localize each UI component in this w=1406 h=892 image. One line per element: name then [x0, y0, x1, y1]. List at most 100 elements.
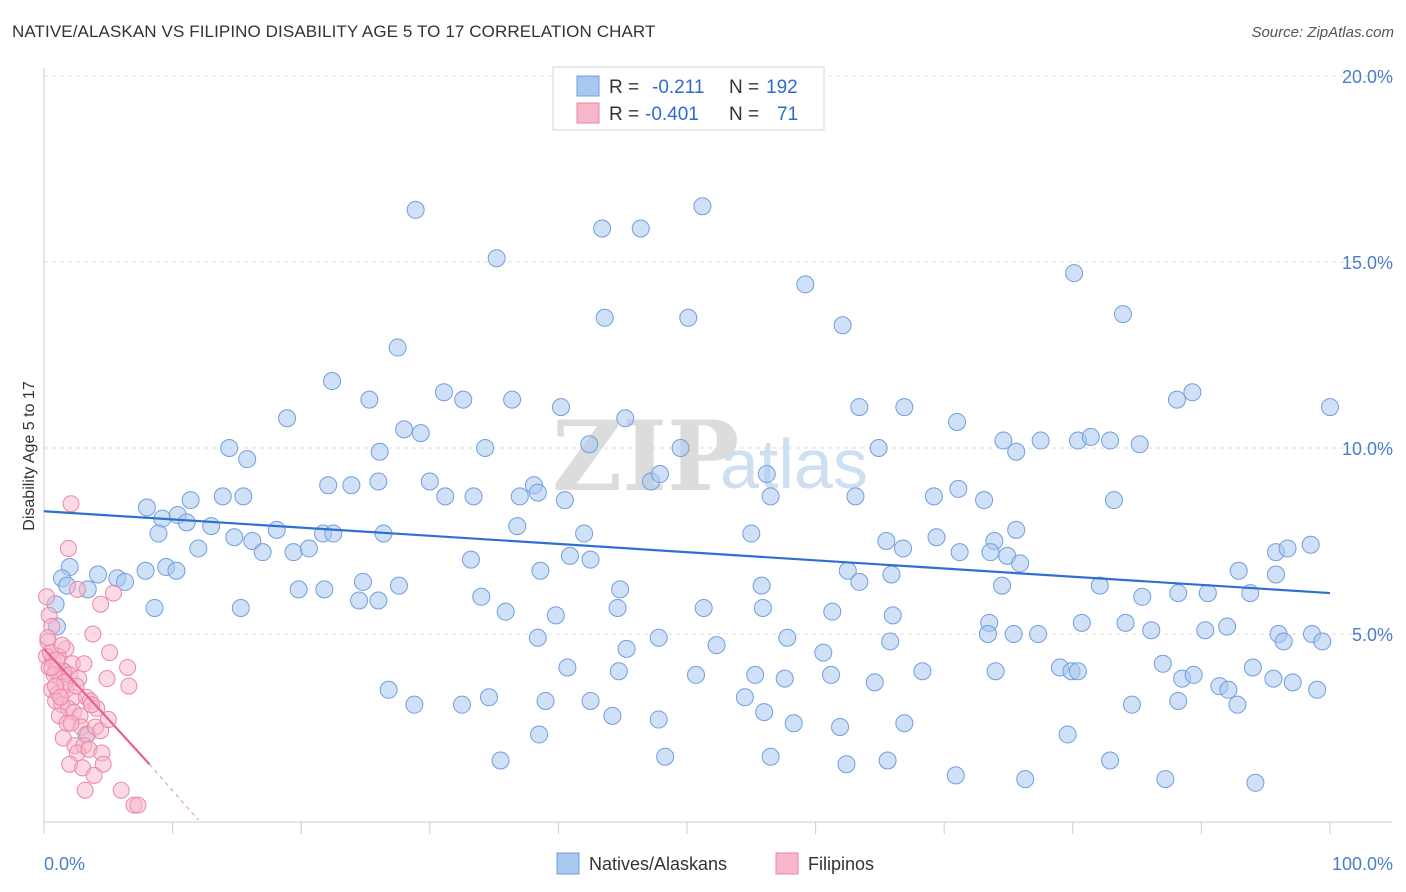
native-point-86: [299, 539, 318, 558]
native-point-35: [370, 442, 389, 461]
native-point-62: [975, 491, 994, 510]
native-point-85: [284, 543, 303, 562]
native-point-187: [649, 710, 668, 729]
native-point-171: [1153, 654, 1172, 673]
native-point-166: [913, 662, 932, 681]
chart-title: NATIVE/ALASKAN VS FILIPINO DISABILITY AG…: [12, 22, 656, 41]
native-point-198: [656, 747, 675, 766]
filipino-point-64: [83, 696, 101, 714]
native-point-208: [491, 751, 510, 770]
native-point-16: [503, 390, 522, 409]
native-point-61: [924, 487, 943, 506]
native-point-20: [1167, 390, 1186, 409]
native-point-2: [631, 219, 650, 238]
native-point-4: [487, 249, 506, 268]
native-point-94: [981, 543, 1000, 562]
native-point-14: [434, 383, 453, 402]
y-tick-labels: 5.0% 10.0% 15.0% 20.0%: [1342, 67, 1393, 645]
native-point-202: [946, 766, 965, 785]
filipino-point-25: [120, 677, 138, 695]
native-point-43: [342, 476, 361, 495]
native-point-205: [1156, 770, 1175, 789]
native-point-82: [225, 528, 244, 547]
native-point-203: [1016, 770, 1035, 789]
native-point-15: [454, 390, 473, 409]
legend-box: R = -0.211 N = 192 R = -0.401 N = 71: [552, 66, 825, 131]
trend-line-filipinos-extension: [149, 763, 199, 821]
native-point-59: [761, 487, 780, 506]
native-point-117: [752, 576, 771, 595]
native-point-29: [1031, 431, 1050, 450]
native-point-58: [555, 491, 574, 510]
native-point-132: [496, 602, 515, 621]
native-point-181: [405, 695, 424, 714]
native-point-114: [389, 576, 408, 595]
y-tick-label-2: 10.0%: [1342, 439, 1393, 459]
native-point-121: [1090, 576, 1109, 595]
native-point-18: [850, 398, 869, 417]
native-point-147: [649, 628, 668, 647]
native-point-196: [1228, 695, 1247, 714]
native-point-175: [1219, 680, 1238, 699]
x-tick-label-max: 100.0%: [1332, 854, 1393, 874]
filipino-point-1: [59, 539, 77, 557]
native-point-151: [881, 632, 900, 651]
native-point-130: [350, 591, 369, 610]
legend-r-value-1: -0.211: [652, 77, 704, 98]
native-point-17: [551, 398, 570, 417]
native-point-32: [1101, 431, 1120, 450]
native-point-90: [581, 550, 600, 569]
native-point-48: [650, 465, 669, 484]
native-point-197: [530, 725, 549, 744]
native-point-179: [1308, 680, 1327, 699]
native-point-122: [1133, 587, 1152, 606]
native-point-146: [617, 639, 636, 658]
native-point-52: [213, 487, 232, 506]
bottom-legend: Natives/Alaskans Filipinos: [556, 852, 874, 875]
native-point-183: [479, 688, 498, 707]
legend-swatch-natives: [576, 75, 600, 97]
filipino-point-60: [53, 636, 71, 654]
native-point-123: [1169, 584, 1188, 603]
native-point-104: [136, 561, 155, 580]
legend-r-label-1: R =: [609, 77, 639, 98]
native-point-192: [895, 714, 914, 733]
native-point-204: [1101, 751, 1120, 770]
native-point-200: [837, 755, 856, 774]
native-point-186: [603, 706, 622, 725]
y-tick-label-4: 20.0%: [1342, 67, 1393, 87]
native-point-42: [319, 476, 338, 495]
filipino-point-55: [112, 781, 130, 799]
native-point-133: [546, 606, 565, 625]
bottom-legend-filipinos: Filipinos: [808, 854, 874, 874]
native-point-73: [508, 517, 527, 536]
native-point-135: [694, 598, 713, 617]
grid-lines: [44, 75, 1392, 635]
native-point-60: [846, 487, 865, 506]
native-point-6: [1065, 264, 1084, 283]
native-point-155: [1142, 621, 1161, 640]
native-point-152: [978, 625, 997, 643]
native-point-134: [608, 598, 627, 617]
native-point-56: [510, 487, 529, 506]
native-point-193: [1058, 725, 1077, 744]
native-point-37: [580, 435, 599, 454]
native-point-53: [234, 487, 253, 506]
legend-n-value-1: 192: [766, 77, 798, 98]
native-point-165: [865, 673, 884, 692]
native-point-41: [238, 450, 257, 469]
filipino-point-5: [92, 595, 110, 613]
native-point-167: [986, 662, 1005, 681]
native-point-31: [1081, 427, 1100, 446]
filipino-point-53: [85, 766, 103, 784]
native-point-21: [1183, 383, 1202, 402]
filipino-point-67: [39, 629, 57, 647]
filipino-point-65: [62, 714, 80, 732]
native-point-206: [1246, 773, 1265, 792]
native-point-12: [323, 372, 342, 391]
native-point-184: [536, 691, 555, 710]
native-point-124: [1198, 584, 1217, 603]
native-point-1: [593, 219, 612, 238]
filipino-point-17: [101, 644, 119, 662]
trend-line-filipinos: [43, 648, 151, 765]
